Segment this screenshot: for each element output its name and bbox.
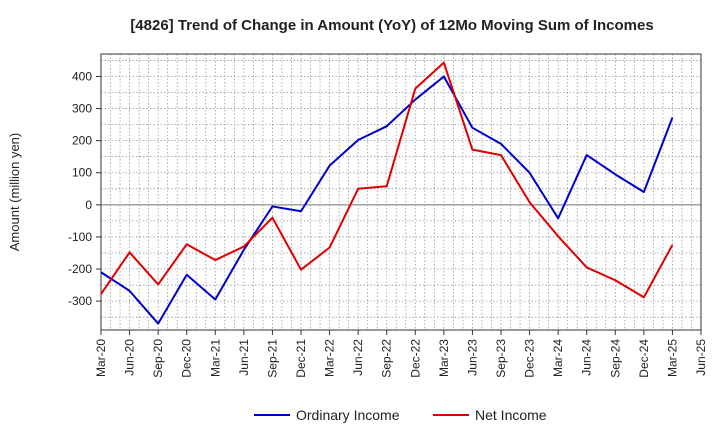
y-tick-label: 100 [72,166,92,180]
x-tick-label: Mar-25 [665,339,679,377]
x-tick-label: Jun-22 [351,339,365,376]
series-line-ordinary-income [100,75,674,325]
x-tick-label: Dec-20 [180,339,194,378]
x-tick-label: Mar-21 [208,339,222,377]
legend-label: Ordinary Income [296,407,400,423]
y-tick-label: -100 [68,230,92,244]
y-axis-ticks: -300 -200 -100 0 100 200 300 400 [68,69,101,308]
x-axis-ticks: Mar-20 Jun-20 Sep-20 Dec-20 Mar-21 Jun-21 Sep-… [94,330,708,378]
y-tick-label: -200 [68,262,92,276]
chart-title: [4826] Trend of Change in Amount (YoY) o… [130,17,653,34]
y-tick-label: 0 [85,198,92,212]
y-axis-label: Amount (million yen) [7,133,22,252]
x-tick-label: Mar-20 [94,339,108,377]
x-tick-label: Jun-23 [465,339,479,376]
x-tick-label: Sep-24 [608,339,622,378]
x-tick-label: Sep-22 [380,339,394,378]
series-line-net-income [100,61,674,299]
grid [101,54,701,330]
x-tick-label: Dec-23 [523,339,537,378]
x-tick-label: Sep-20 [151,339,165,378]
legend: Ordinary Income Net Income [254,407,547,423]
x-tick-label: Dec-24 [637,339,651,378]
y-tick-label: 300 [72,102,92,116]
x-tick-label: Jun-21 [237,339,251,376]
x-tick-label: Mar-22 [323,339,337,377]
x-tick-label: Jun-25 [694,339,708,376]
plot-area [100,53,702,331]
x-tick-label: Jun-20 [123,339,137,376]
y-tick-label: 200 [72,134,92,148]
x-tick-label: Sep-23 [494,339,508,378]
legend-label: Net Income [475,407,547,423]
x-tick-label: Jun-24 [580,339,594,376]
x-tick-label: Mar-23 [437,339,451,377]
x-tick-label: Sep-21 [265,339,279,378]
x-tick-label: Dec-21 [294,339,308,378]
x-tick-label: Mar-24 [551,339,565,377]
series-lines [100,61,674,325]
y-tick-label: -300 [68,294,92,308]
x-tick-label: Dec-22 [408,339,422,378]
y-tick-label: 400 [72,69,92,83]
